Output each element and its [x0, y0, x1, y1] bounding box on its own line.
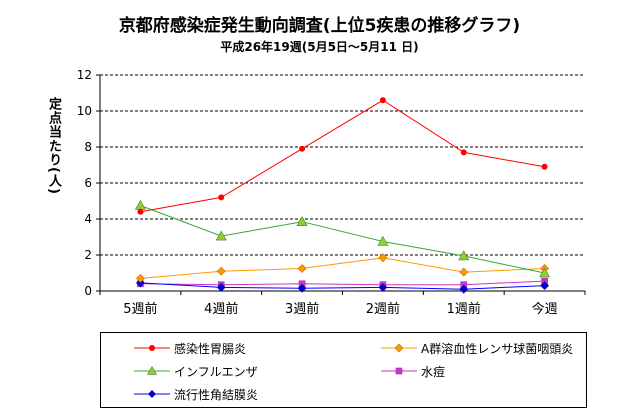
data-point — [299, 145, 306, 152]
data-point — [215, 230, 227, 241]
y-tick-label: 6 — [84, 176, 92, 190]
legend-item: 感染性胃腸炎 — [134, 339, 246, 357]
y-tick-label: 4 — [84, 212, 92, 226]
data-point — [216, 282, 226, 292]
legend-swatch — [381, 367, 417, 375]
chart-subtitle: 平成26年19週(5月5日～5月11 日) — [220, 40, 419, 54]
legend-label: 感染性胃腸炎 — [174, 341, 247, 356]
y-axis-label: 定点当たり(人) — [46, 97, 61, 195]
x-tick-label: 2週前 — [366, 301, 400, 317]
data-point — [135, 278, 145, 288]
x-tick-label: 3週前 — [285, 301, 319, 317]
legend-label: 流行性角結膜炎 — [174, 387, 259, 402]
legend-item: インフルエンザ — [134, 362, 258, 380]
data-point — [216, 266, 226, 276]
legend-label: インフルエンザ — [174, 364, 258, 379]
data-point — [459, 284, 469, 294]
legend-swatch — [134, 365, 170, 375]
series-line — [140, 282, 545, 290]
data-point — [459, 267, 469, 277]
legend-swatch — [381, 343, 417, 353]
y-tick-label: 10 — [77, 104, 92, 118]
data-point — [458, 250, 470, 261]
data-point — [378, 282, 388, 292]
y-tick-label: 0 — [84, 284, 92, 298]
y-tick-label: 2 — [84, 248, 92, 262]
data-point — [134, 199, 146, 210]
data-point — [379, 97, 386, 104]
series-line — [140, 99, 545, 213]
legend: 感染性胃腸炎 A群溶血性レンサ球菌咽頭炎 インフルエンザ 水痘 流行性角結膜炎 — [100, 332, 587, 408]
series-line — [140, 280, 545, 286]
series-line — [140, 205, 545, 274]
data-point — [539, 267, 551, 278]
data-point — [460, 149, 467, 156]
data-point — [297, 264, 307, 273]
y-tick-label: 12 — [77, 68, 92, 82]
data-point — [541, 163, 548, 170]
x-tick-label: 1週前 — [447, 301, 481, 317]
data-point — [377, 235, 389, 246]
data-point — [378, 253, 388, 263]
data-point — [540, 281, 550, 291]
x-tick-label: 5週前 — [123, 301, 157, 317]
legend-item: 流行性角結膜炎 — [134, 385, 258, 403]
data-point — [218, 194, 225, 201]
x-tick-label: 今週 — [532, 301, 558, 317]
data-point — [297, 283, 307, 293]
x-tick-label: 4週前 — [204, 301, 238, 317]
legend-item: 水痘 — [381, 362, 445, 380]
chart-title: 京都府感染症発生動向調査(上位5疾患の推移グラフ) — [118, 16, 521, 36]
legend-item: A群溶血性レンサ球菌咽頭炎 — [381, 339, 573, 357]
legend-label: 水痘 — [421, 364, 446, 379]
series-line — [140, 257, 545, 279]
data-point — [137, 208, 144, 215]
data-point — [135, 273, 145, 283]
legend-label: A群溶血性レンサ球菌咽頭炎 — [421, 341, 574, 356]
data-point — [296, 216, 308, 226]
legend-swatch — [134, 345, 170, 351]
legend-swatch — [134, 390, 170, 398]
y-tick-label: 8 — [84, 140, 92, 154]
